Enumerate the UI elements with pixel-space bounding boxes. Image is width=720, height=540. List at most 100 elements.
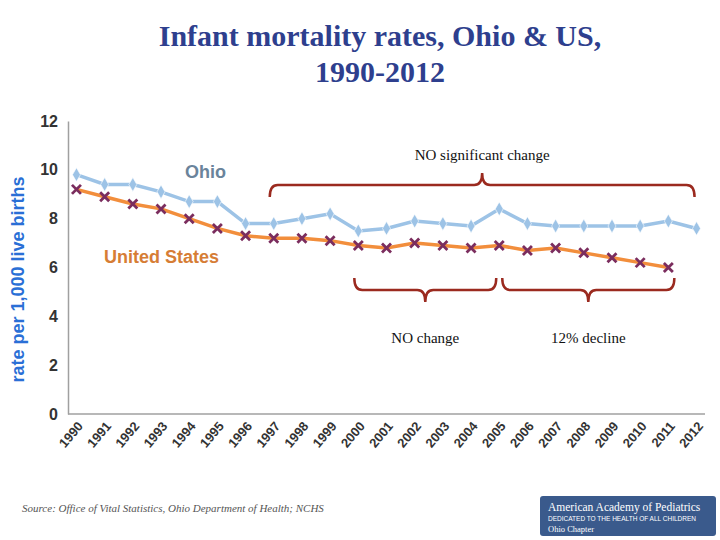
x-tick-label: 1995 (197, 419, 227, 451)
annotation: NO change (391, 330, 459, 346)
y-tick-label: 12 (40, 113, 58, 130)
annotation-bracket (354, 278, 496, 302)
series-marker (72, 185, 81, 194)
footer-chapter: Ohio Chapter (548, 524, 594, 534)
x-tick: 2009 (591, 414, 621, 451)
x-tick: 1990 (56, 414, 86, 451)
series-marker (579, 248, 588, 257)
series-marker (213, 224, 222, 233)
series-marker (354, 241, 363, 250)
series-label: United States (104, 247, 219, 267)
annotation-bracket (502, 278, 674, 302)
y-tick-label: 0 (49, 406, 58, 423)
title-line: 1990-2012 (315, 55, 445, 88)
y-axis-line (68, 122, 70, 415)
annotation-bracket (270, 173, 695, 197)
source-line: Source: Office of Vital Statistics, Ohio… (22, 502, 324, 514)
x-axis: 1990199119921993199419951996199719981999… (56, 414, 706, 451)
x-tick: 2000 (338, 414, 368, 451)
y-tick: 6 (49, 259, 68, 276)
series-marker (438, 241, 447, 250)
footer-badge (540, 496, 716, 536)
series-marker (242, 217, 250, 231)
series-marker (467, 243, 476, 252)
y-tick: 4 (49, 308, 68, 325)
plot-marks (72, 168, 701, 272)
x-tick-label: 2004 (451, 418, 482, 450)
x-tick-label: 1991 (84, 419, 114, 451)
series-marker (241, 231, 250, 240)
y-axis-title: rate per 1,000 live births (8, 176, 28, 382)
series-marker (157, 204, 166, 213)
series-marker (383, 222, 391, 236)
x-tick-label: 2007 (535, 419, 565, 451)
x-tick-label: 2011 (648, 419, 678, 450)
x-tick-label: 1990 (56, 419, 86, 451)
series-marker (523, 246, 532, 255)
x-tick: 1993 (140, 414, 170, 451)
y-tick-label: 8 (49, 210, 58, 227)
x-tick: 1991 (84, 414, 114, 451)
x-tick: 1994 (169, 414, 200, 451)
x-tick-label: 1999 (310, 419, 340, 451)
series-marker (411, 214, 419, 228)
series-marker (636, 258, 645, 267)
x-tick-label: 2003 (422, 419, 452, 451)
x-tick-label: 1993 (140, 419, 170, 451)
x-tick-label: 1992 (112, 419, 142, 451)
series-marker (580, 219, 588, 233)
series-marker (128, 200, 137, 209)
series-label: Ohio (185, 162, 226, 182)
chart-svg: Infant mortality rates, Ohio & US,1990-2… (0, 0, 720, 540)
series-marker (213, 195, 221, 209)
series-marker (298, 212, 306, 226)
x-tick: 2001 (366, 414, 396, 451)
series-marker (270, 217, 278, 231)
series-marker (467, 219, 475, 233)
series-marker (607, 253, 616, 262)
x-tick-label: 1998 (281, 419, 311, 451)
series-marker (664, 214, 672, 228)
footer-organization: American Academy of Pediatrics (548, 501, 701, 514)
y-tick: 0 (49, 406, 68, 423)
series-marker (100, 192, 109, 201)
x-tick: 2011 (648, 414, 678, 450)
x-tick: 2004 (451, 414, 482, 451)
x-tick-label: 2002 (394, 419, 424, 451)
x-tick-label: 2009 (591, 419, 621, 451)
series-marker (326, 236, 335, 245)
title-line: Infant mortality rates, Ohio & US, (159, 19, 601, 52)
series-marker (523, 217, 531, 231)
y-tick: 10 (40, 161, 68, 178)
x-tick-label: 1996 (225, 419, 255, 451)
series-marker (157, 185, 165, 199)
x-tick-label: 2012 (676, 419, 706, 451)
x-tick-label: 1994 (169, 418, 200, 450)
x-tick-label: 2010 (620, 419, 650, 451)
title: Infant mortality rates, Ohio & US,1990-2… (159, 19, 601, 88)
x-tick: 2010 (620, 414, 650, 451)
series-marker (495, 241, 504, 250)
x-tick: 2006 (507, 414, 537, 451)
series-marker (129, 178, 137, 192)
series-line (76, 189, 668, 267)
x-tick-label: 2008 (563, 419, 593, 451)
y-tick-label: 6 (49, 259, 58, 276)
y-tick: 2 (49, 357, 68, 374)
series-marker (495, 202, 503, 216)
annotation: NO significant change (415, 147, 550, 163)
series-marker (664, 263, 673, 272)
source: Source: Office of Vital Statistics, Ohio… (22, 502, 324, 514)
x-tick: 1998 (281, 414, 311, 451)
chart-root: Infant mortality rates, Ohio & US,1990-2… (0, 0, 720, 540)
y-axis: 0 2 4 6 8 10 12 (40, 113, 68, 423)
x-tick-label: 2006 (507, 419, 537, 451)
x-tick-label: 2005 (479, 419, 509, 451)
series-marker (636, 219, 644, 233)
series-marker (101, 178, 109, 192)
x-tick: 2003 (422, 414, 452, 451)
series-marker (269, 234, 278, 243)
series-marker (185, 195, 193, 209)
x-tick: 1995 (197, 414, 227, 451)
series-marker (608, 219, 616, 233)
